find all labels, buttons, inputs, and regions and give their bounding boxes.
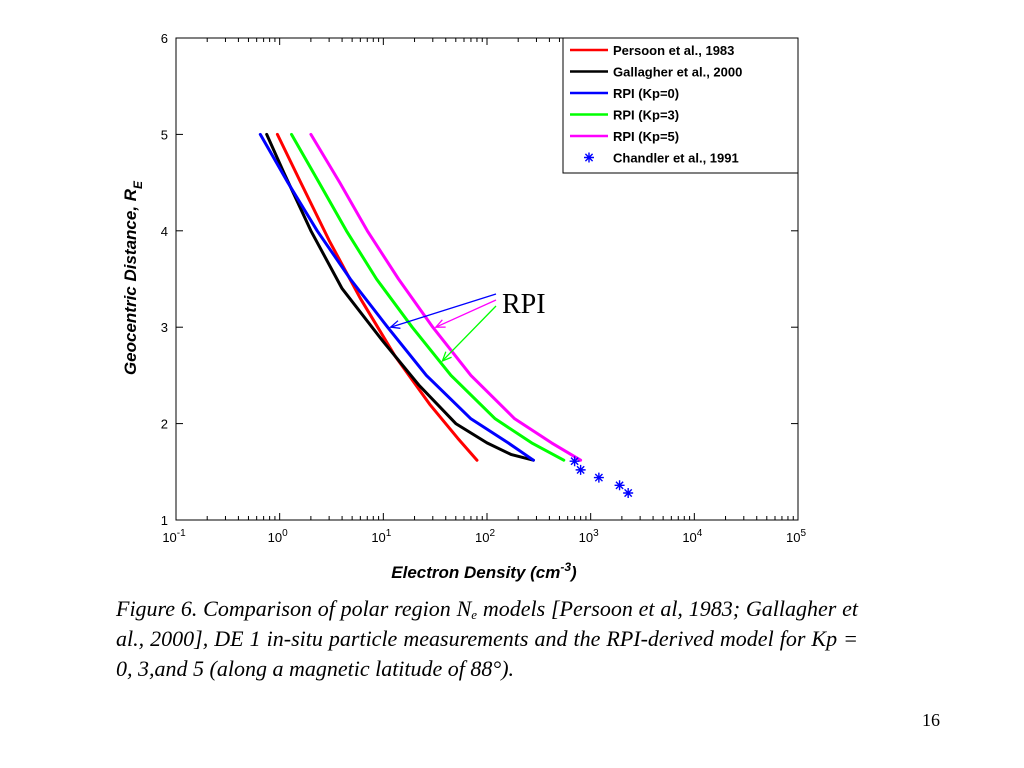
legend-label: Persoon et al., 1983	[613, 43, 734, 58]
rpi-annotation-label: RPI	[502, 289, 546, 320]
legend-marker-star	[584, 152, 594, 163]
data-point-star	[593, 472, 604, 483]
series-line	[265, 132, 535, 462]
axes: 10-1 100 101 102 103 104 105 1 2 3 4 5 6	[161, 31, 807, 545]
y-tick-label: 3	[161, 320, 168, 335]
chart: 10-1 100 101 102 103 104 105 1 2 3 4 5 6 RPI Persoon…	[121, 31, 807, 582]
annotation-arrowhead	[441, 351, 452, 363]
y-axis-title: Geocentric Distance, RE	[121, 180, 145, 375]
x-tick-label: 103	[579, 528, 599, 545]
series-line	[258, 132, 535, 462]
legend: Persoon et al., 1983 Gallagher et al., 20…	[562, 37, 799, 174]
annotation-arrow-line	[390, 293, 497, 328]
annotation-arrow-line	[435, 299, 497, 328]
figure-caption: Figure 6. Comparison of polar region Ne …	[116, 594, 858, 684]
legend-label: Chandler et al., 1991	[613, 151, 739, 166]
legend-label: RPI (Kp=3)	[613, 108, 679, 123]
legend-label: RPI (Kp=0)	[613, 86, 679, 101]
annotation-arrowhead	[434, 319, 446, 328]
y-tick-label: 2	[161, 417, 168, 432]
caption-subscript: e	[471, 607, 478, 622]
annotation-arrow-line	[441, 305, 497, 362]
series-line	[275, 132, 479, 462]
page-number: 16	[922, 710, 940, 730]
legend-label: Gallagher et al., 2000	[613, 65, 742, 80]
x-tick-label: 101	[371, 528, 391, 545]
caption-text-start: Figure 6. Comparison of polar region N	[116, 596, 472, 621]
data-point-star	[614, 480, 625, 491]
x-tick-label: 10-1	[162, 528, 186, 545]
data-point-star	[623, 488, 634, 499]
series-line	[290, 132, 566, 462]
data-point-star	[569, 456, 580, 467]
series-line	[309, 132, 583, 462]
legend-box	[562, 37, 799, 174]
x-tick-label: 100	[268, 528, 288, 545]
data-point-star	[575, 464, 586, 475]
x-tick-label: 105	[786, 528, 806, 545]
x-tick-label: 102	[475, 528, 495, 545]
y-tick-label: 1	[161, 513, 168, 528]
x-tick-label: 104	[682, 528, 702, 545]
series-group	[258, 132, 634, 499]
y-tick-label: 4	[161, 224, 168, 239]
caption-text-end: models [Persoon et al, 1983; Gallagher e…	[116, 596, 858, 681]
annotation-group: RPI	[389, 289, 546, 363]
x-axis-title: Electron Density (cm-3)	[391, 560, 577, 582]
legend-label: RPI (Kp=5)	[613, 129, 679, 144]
y-tick-label: 5	[161, 127, 168, 142]
annotation-arrowhead	[389, 320, 401, 329]
y-tick-label: 6	[161, 31, 168, 46]
